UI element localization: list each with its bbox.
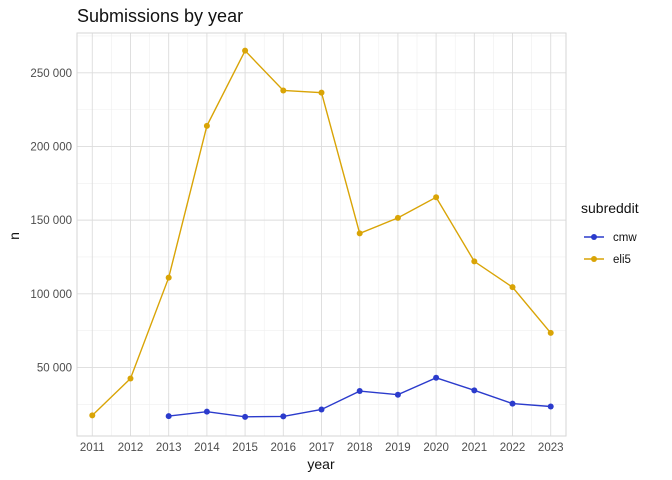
- data-point-eli5: [394, 214, 401, 221]
- legend-item-eli5: eli5: [584, 254, 631, 266]
- data-point-eli5: [242, 47, 249, 54]
- data-point-eli5: [127, 375, 134, 382]
- x-tick-label: 2021: [462, 442, 488, 454]
- data-point-eli5: [165, 274, 172, 281]
- legend-key-point: [591, 256, 597, 262]
- x-axis-title: year: [307, 456, 335, 472]
- series-cmw: [165, 374, 554, 420]
- y-tick-label: 50 000: [37, 362, 72, 374]
- data-point-cmw: [509, 400, 516, 407]
- y-axis: 50 000 100 000 150 000 200 000 250 000: [30, 68, 72, 375]
- x-tick-label: 2013: [156, 442, 182, 454]
- legend-item-cmw: cmw: [584, 232, 637, 244]
- data-point-cmw: [165, 413, 172, 420]
- x-axis: 2011 2012 2013 2014 2015 2016 2017 2018 2019 2020…: [80, 442, 564, 454]
- x-tick-label: 2020: [423, 442, 449, 454]
- data-point-eli5: [547, 329, 554, 336]
- data-point-cmw: [242, 413, 249, 420]
- data-point-eli5: [471, 258, 478, 265]
- x-tick-label: 2019: [385, 442, 411, 454]
- x-tick-label: 2023: [538, 442, 564, 454]
- y-tick-label: 250 000: [30, 68, 72, 80]
- x-tick-label: 2016: [271, 442, 297, 454]
- x-tick-label: 2014: [194, 442, 220, 454]
- data-point-eli5: [318, 89, 325, 96]
- legend: subreddit cmw eli5: [581, 200, 639, 266]
- data-point-eli5: [433, 194, 440, 201]
- data-point-cmw: [203, 408, 210, 415]
- data-point-eli5: [509, 284, 516, 291]
- x-tick-label: 2015: [232, 442, 258, 454]
- series-eli5: [89, 47, 554, 419]
- x-tick-label: 2018: [347, 442, 373, 454]
- legend-title: subreddit: [581, 200, 639, 216]
- data-point-eli5: [280, 87, 287, 94]
- series-layer: [89, 47, 554, 420]
- legend-key-point: [591, 234, 597, 240]
- x-tick-label: 2012: [118, 442, 144, 454]
- data-point-eli5: [89, 412, 96, 419]
- data-point-eli5: [203, 122, 210, 129]
- y-tick-label: 200 000: [30, 141, 72, 153]
- data-point-eli5: [356, 230, 363, 237]
- x-tick-label: 2017: [309, 442, 335, 454]
- data-point-cmw: [280, 413, 287, 420]
- data-point-cmw: [547, 403, 554, 410]
- data-point-cmw: [433, 374, 440, 381]
- x-tick-label: 2011: [80, 442, 105, 454]
- legend-label: cmw: [613, 232, 637, 244]
- y-axis-title: n: [6, 232, 22, 240]
- data-point-cmw: [471, 387, 478, 394]
- y-tick-label: 100 000: [30, 289, 72, 301]
- chart-title: Submissions by year: [77, 6, 243, 26]
- legend-label: eli5: [613, 254, 631, 266]
- data-point-cmw: [318, 406, 325, 413]
- y-tick-label: 150 000: [30, 215, 72, 227]
- data-point-cmw: [356, 388, 363, 395]
- panel-border: [76, 32, 567, 437]
- data-point-cmw: [394, 391, 401, 398]
- x-tick-label: 2022: [500, 442, 526, 454]
